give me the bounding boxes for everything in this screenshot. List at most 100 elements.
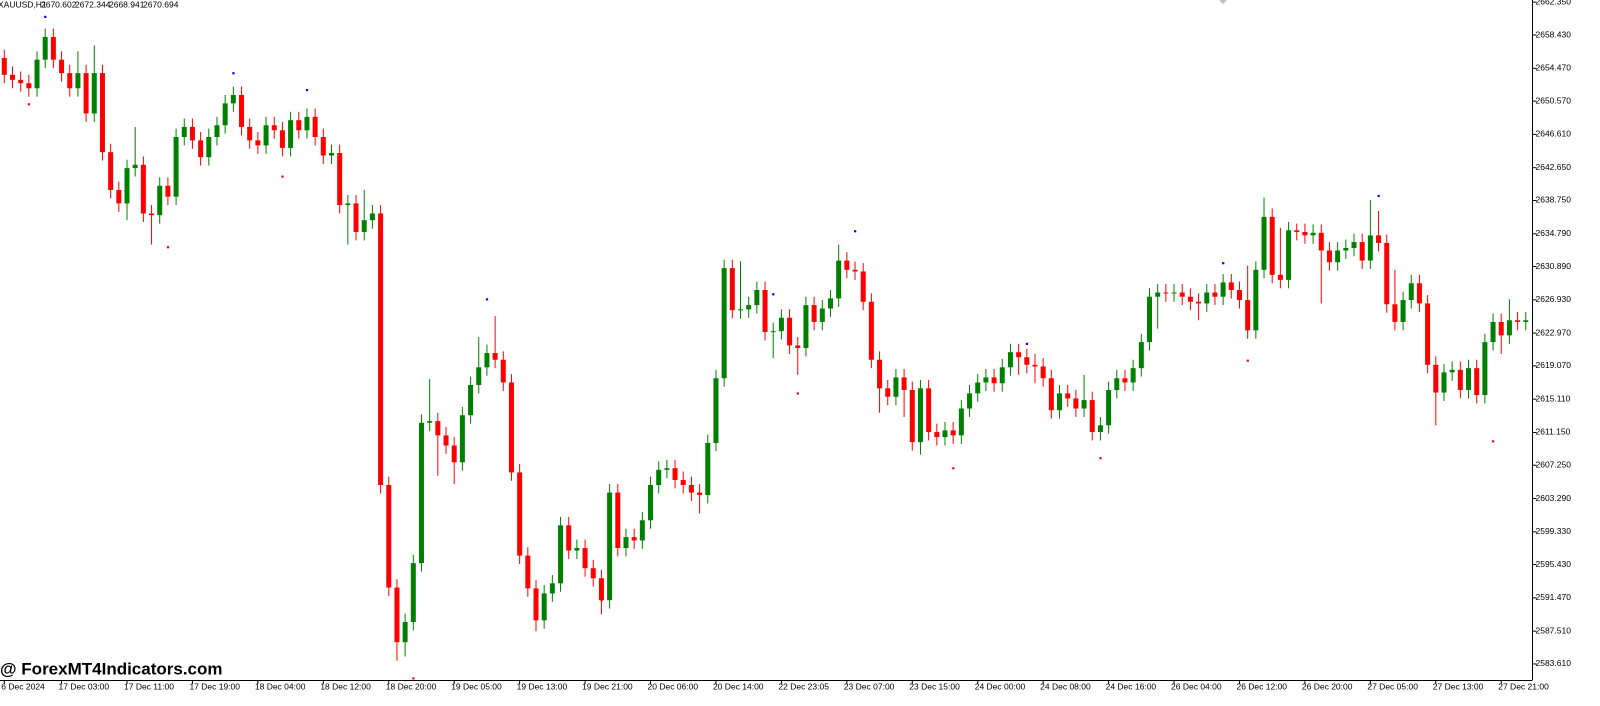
candle-body [1367,235,1373,261]
x-tick-label: 24 Dec 00:00 [975,681,1026,691]
candle-body [778,317,784,332]
candle-body [484,353,490,368]
x-tick-label: 26 Dec 04:00 [1171,681,1222,691]
candle-body [108,152,114,190]
candle-body [762,289,768,333]
candle-body [1515,320,1521,322]
candle-body [1302,231,1308,236]
candle-body [975,382,981,394]
y-tick-label: 2626.930 [1536,294,1572,304]
signal-dot [796,392,799,395]
candle-body [566,525,572,551]
x-tick-label: 17 Dec 19:00 [189,681,240,691]
x-tick-label: 20 Dec 06:00 [648,681,699,691]
candle-body [337,152,343,206]
candle-body [1081,400,1087,409]
candle-body [852,269,858,272]
candle-body [934,432,940,438]
candle-body [18,79,24,84]
candle-body [214,125,220,138]
candle-body [1016,352,1022,358]
candle-body [533,588,539,621]
candle-body [787,317,793,346]
candle-body [1335,250,1341,263]
candle-body [1212,292,1218,297]
candle-body [9,74,15,80]
candle-body [1474,368,1480,396]
y-tick-label: 2642.650 [1536,162,1572,172]
y-tick-label: 2658.430 [1536,29,1572,39]
symbol-title: XAUUSD,H1 [0,0,47,9]
candle-body [885,388,891,397]
x-tick-label: 27 Dec 13:00 [1433,681,1484,691]
candle-body [582,548,588,569]
watermark: @ ForexMT4Indicators.com [0,659,223,678]
candle-body [1286,230,1292,280]
candle-body [181,126,187,138]
signal-dot [27,103,31,106]
candle-body [639,520,645,541]
candle-body [877,359,883,389]
candle-body [75,73,81,89]
candle-body [468,384,474,416]
signal-dot [305,88,309,92]
signal-dot [485,298,489,301]
quote-high: 2672.344 [75,0,111,9]
candle-body [942,430,948,438]
candle-body [1065,393,1071,399]
y-tick-label: 2646.610 [1536,129,1572,139]
candle-body [1408,283,1414,301]
candle-body [296,120,302,131]
candle-body [549,583,555,594]
y-tick-label: 2619.070 [1536,360,1572,370]
candle-body [1449,369,1455,373]
candle-body [680,479,686,485]
x-tick-label: 22 Dec 23:05 [778,681,829,691]
candle-body [656,469,662,485]
candle-body [1032,364,1038,367]
candle-body [353,203,359,232]
signal-dot [1222,262,1225,265]
y-tick-label: 2595.430 [1536,559,1572,569]
x-tick-label: 27 Dec 21:00 [1498,681,1549,691]
candle-body [1326,250,1332,263]
y-tick-label: 2611.150 [1536,427,1571,437]
candle-body [247,126,253,141]
y-tick-label: 2615.110 [1536,393,1571,403]
candle-body [42,36,48,60]
candle-body [418,422,424,564]
candle-body [819,308,825,322]
candle-body [329,152,334,156]
candle-body [811,305,817,322]
candle-body [844,260,850,270]
candle-body [1122,378,1128,383]
candle-body [320,137,326,156]
candle-body [165,185,171,197]
candle-body [525,555,531,589]
candle-body [255,140,261,146]
signal-dot [281,175,284,178]
candle-body [189,126,195,141]
candle-body [1089,400,1095,433]
signal-dot [412,677,415,680]
x-tick-label: 26 Dec 12:00 [1236,681,1287,691]
candle-body [1007,352,1013,368]
y-tick-label: 2603.290 [1536,493,1572,503]
candle-body [1490,321,1496,343]
candle-body [672,468,678,480]
candle-body [427,421,433,423]
candle-body [1073,398,1079,409]
candle-body [827,298,833,309]
candle-body [1400,300,1406,322]
candle-body [1253,269,1259,331]
signal-dot [600,599,603,602]
candle-body [288,120,294,148]
candle-body [1204,292,1210,304]
candle-body [386,484,392,588]
signal-dot [232,72,235,75]
x-tick-label: 6 Dec 2024 [1,681,45,691]
candle-body [1196,301,1202,304]
candle-body [958,408,964,436]
y-tick-label: 2622.970 [1536,327,1572,337]
